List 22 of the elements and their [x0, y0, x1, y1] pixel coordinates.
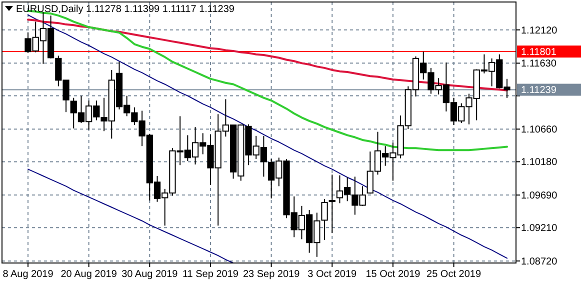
chart-title: EURUSD,Daily 1.11278 1.11399 1.11117 1.11239 — [16, 4, 235, 15]
x-tick-label: 11 Sep 2019 — [182, 269, 239, 280]
candlestick — [328, 174, 336, 234]
candlestick — [321, 198, 328, 240]
y-tick-label: 1.10660 — [521, 124, 558, 136]
x-tick-label: 23 Sep 2019 — [242, 269, 300, 280]
line-series — [28, 14, 508, 259]
y-tick-label: 1.09690 — [521, 190, 558, 202]
ref-line-label: 1.11801 — [521, 47, 557, 58]
x-tick-label: 3 Oct 2019 — [308, 269, 358, 280]
x-tick-label: 25 Oct 2019 — [426, 269, 482, 280]
y-tick-label: 1.09210 — [521, 223, 558, 234]
y-tick-label: 1.08720 — [521, 256, 558, 268]
x-tick-label: 8 Aug 2019 — [2, 269, 54, 280]
y-tick-label: 1.11630 — [521, 58, 557, 70]
x-tick-label: 15 Oct 2019 — [366, 269, 421, 280]
y-tick-label: 1.10180 — [521, 157, 558, 168]
x-tick-label: 20 Aug 2019 — [60, 269, 118, 280]
ref-line-label: 1.11239 — [521, 85, 557, 96]
line-series — [28, 168, 234, 263]
y-tick-label: 1.12120 — [521, 25, 558, 36]
x-tick-label: 30 Aug 2019 — [122, 269, 178, 280]
